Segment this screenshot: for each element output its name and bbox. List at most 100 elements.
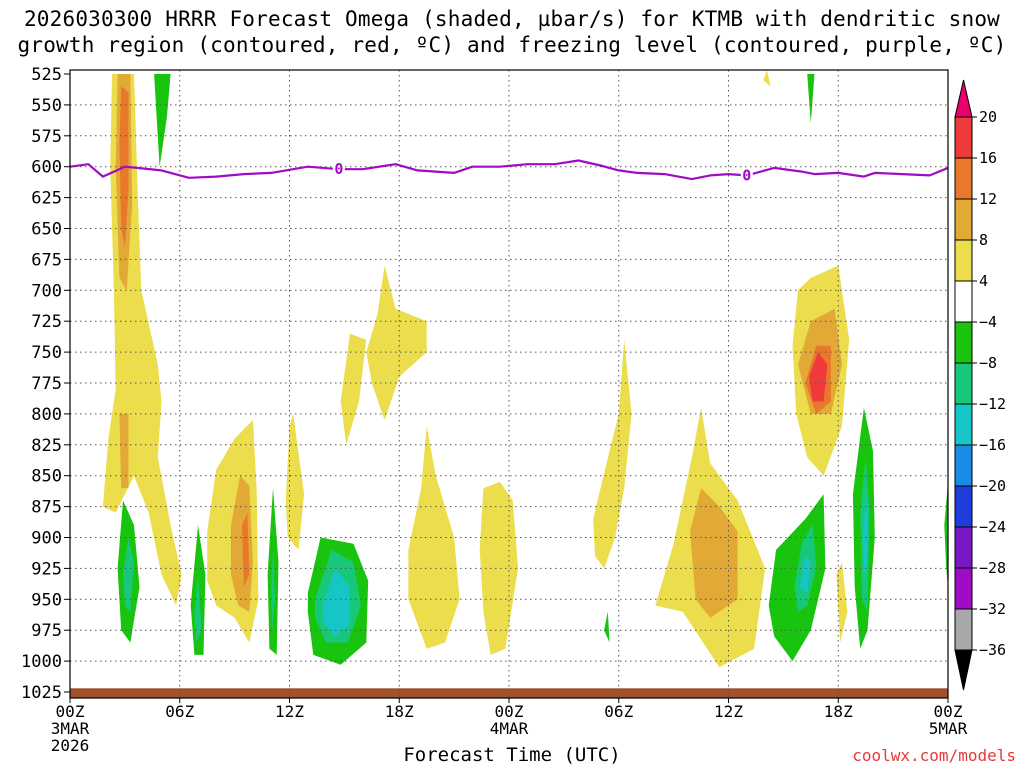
omega-region-3	[119, 413, 129, 489]
terrain-band	[70, 688, 948, 698]
omega-region-9	[366, 265, 427, 421]
omega-region-31	[322, 568, 350, 637]
colorbar-swatch	[954, 403, 973, 446]
colorbar-swatch	[954, 321, 973, 364]
y-tick-label: 925	[31, 559, 62, 579]
omega-region-7	[285, 413, 305, 550]
freezing-level-label: 0	[334, 160, 343, 178]
colorbar-label: −20	[979, 477, 1006, 495]
colorbar-swatch	[954, 526, 973, 569]
colorbar-swatch	[954, 239, 973, 282]
terrain-fill	[70, 688, 948, 698]
credit-link[interactable]: coolwx.com/models	[852, 746, 1016, 765]
omega-region-6	[241, 512, 250, 587]
colorbar-label: −8	[979, 354, 997, 372]
y-tick-label: 550	[31, 96, 62, 116]
x-tick-label: 12Z	[714, 702, 743, 721]
colorbar-label: −36	[979, 641, 1006, 659]
x-tick-date: 3MAR	[51, 719, 90, 738]
colorbar-top-arrow	[954, 79, 973, 118]
colorbar-swatch	[954, 116, 973, 159]
y-tick-label: 1000	[21, 652, 62, 672]
omega-region-24	[123, 537, 134, 612]
y-tick-label: 725	[31, 312, 62, 332]
colorbar-label: 20	[979, 108, 997, 126]
y-tick-label: 1025	[21, 683, 62, 703]
y-tick-label: 575	[31, 127, 62, 147]
omega-region-26	[194, 574, 202, 643]
colorbar-swatch	[954, 567, 973, 610]
y-axis: 525 550 575 600 625 650 675 700 725 750 775 800 825 8…	[21, 65, 70, 703]
colorbar-label: −4	[979, 313, 997, 331]
colorbar-bottom-arrow	[954, 649, 973, 691]
y-tick-label: 700	[31, 281, 62, 301]
x-tick-label: 06Z	[165, 702, 194, 721]
colorbar-label: −28	[979, 559, 1006, 577]
colorbar-label: 8	[979, 231, 988, 249]
x-tick-date: 4MAR	[490, 719, 529, 738]
colorbar-swatch	[954, 198, 973, 241]
y-tick-label: 525	[31, 65, 62, 85]
colorbar-label: 16	[979, 149, 997, 167]
x-tick-label: 18Z	[385, 702, 414, 721]
freezing-label-bg	[332, 161, 345, 178]
omega-region-22	[807, 74, 815, 124]
x-tick-label: 18Z	[824, 702, 853, 721]
omega-region-39	[944, 481, 948, 587]
omega-region-12	[593, 339, 632, 569]
y-tick-label: 850	[31, 467, 62, 487]
omega-region-8	[340, 333, 367, 445]
y-tick-label: 800	[31, 405, 62, 425]
omega-region-38	[862, 488, 868, 581]
colorbar-swatch	[954, 362, 973, 405]
colorbar-swatch	[954, 608, 973, 651]
omega-region-21	[154, 74, 171, 167]
x-tick-label: 00Z	[56, 702, 85, 721]
y-tick-label: 875	[31, 498, 62, 518]
colorbar-swatch	[954, 280, 973, 323]
colorbar-swatch	[954, 485, 973, 528]
y-tick-label: 825	[31, 436, 62, 456]
x-axis-title: Forecast Time (UTC)	[403, 744, 621, 766]
omega-region-20	[836, 562, 848, 643]
freezing-label-bg	[740, 167, 753, 184]
y-tick-label: 650	[31, 220, 62, 240]
chart-title: 2026030300 HRRR Forecast Omega (shaded, …	[17, 7, 1007, 57]
colorbar-swatch	[954, 157, 973, 200]
y-tick-label: 750	[31, 343, 62, 363]
colorbar-label: 12	[979, 190, 997, 208]
y-tick-label: 975	[31, 621, 62, 641]
grid	[70, 70, 948, 698]
x-tick-date: 5MAR	[929, 719, 968, 738]
omega-region-28	[271, 549, 275, 631]
x-tick-label: 00Z	[495, 702, 524, 721]
omega-region-14	[690, 488, 738, 618]
y-tick-label: 625	[31, 189, 62, 209]
omega-region-10	[408, 426, 460, 649]
y-tick-label: 675	[31, 250, 62, 270]
x-tick-label: 00Z	[934, 702, 963, 721]
colorbar-label: 4	[979, 272, 988, 290]
colorbar-label: −12	[979, 395, 1006, 413]
x-tick-year: 2026	[51, 736, 90, 755]
freezing-level-label: 0	[742, 166, 751, 184]
omega-region-32	[604, 611, 610, 643]
y-tick-label: 775	[31, 374, 62, 394]
omega-region-18	[809, 352, 828, 402]
y-tick-label: 950	[31, 590, 62, 610]
x-tick-label: 12Z	[275, 702, 304, 721]
colorbar-swatch	[954, 444, 973, 487]
y-tick-label: 900	[31, 529, 62, 549]
colorbar-label: −32	[979, 600, 1006, 618]
y-tick-label: 600	[31, 158, 62, 178]
colorbar-label: −16	[979, 436, 1006, 454]
freezing-level-line	[70, 159, 948, 181]
x-tick-label: 06Z	[604, 702, 633, 721]
colorbar-label: −24	[979, 518, 1006, 536]
colorbar: 20 16 12 8 4 −4 −8 −12 −16 −20 −24 −28 −32 −36	[954, 79, 1006, 691]
omega-region-19	[763, 70, 771, 87]
omega-region-35	[799, 556, 811, 594]
